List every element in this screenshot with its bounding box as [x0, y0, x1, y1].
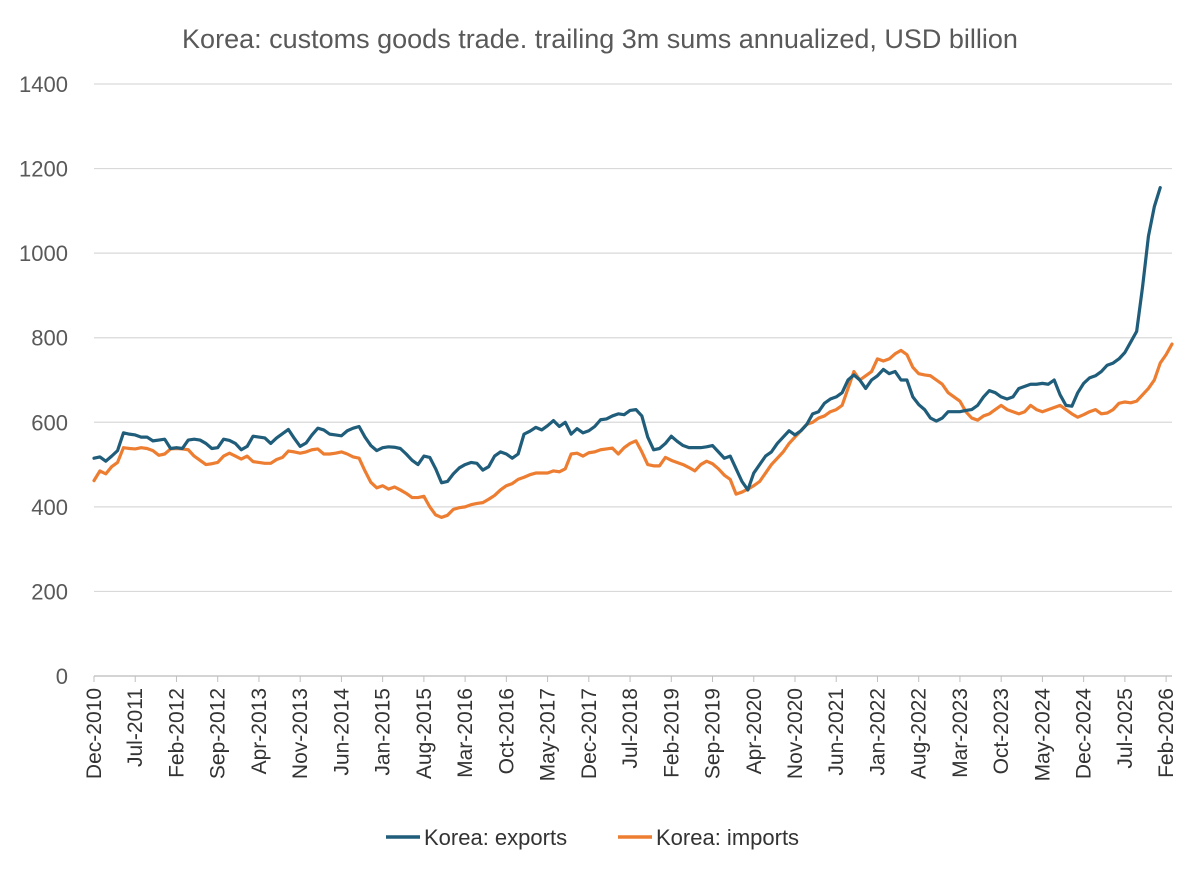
- y-tick-label: 800: [31, 326, 68, 351]
- x-tick-label: Jun-2021: [825, 688, 848, 776]
- x-tick-label: Dec-2017: [578, 688, 601, 779]
- legend: Korea: exports Korea: imports: [386, 825, 799, 850]
- x-tick-label: Aug-2015: [413, 688, 436, 779]
- y-tick-label: 1000: [19, 241, 68, 266]
- x-tick-label: Mar-2016: [454, 688, 477, 778]
- y-axis: 0 200 400 600 800 1000 1200 1400: [19, 72, 68, 689]
- x-tick-label: Nov-2020: [784, 688, 807, 779]
- y-tick-label: 600: [31, 410, 68, 435]
- x-tick-label: Feb-2026: [1155, 688, 1178, 778]
- x-tick-label: May-2017: [537, 688, 560, 781]
- chart-title: Korea: customs goods trade. trailing 3m …: [182, 24, 1018, 54]
- legend-label: Korea: exports: [424, 825, 567, 850]
- x-tick-label: Nov-2013: [289, 688, 312, 779]
- series-line-imports: [92, 342, 1174, 520]
- x-tick-label: Sep-2012: [207, 688, 230, 779]
- x-tick-label: Feb-2012: [165, 688, 188, 778]
- x-tick-label: Jun-2014: [330, 688, 353, 776]
- x-tick-label: Oct-2016: [495, 688, 518, 774]
- x-tick-label: Dec-2010: [83, 688, 106, 779]
- x-tick-label: Aug-2022: [908, 688, 931, 779]
- series-lines: [92, 186, 1174, 520]
- x-tick-label: Jul-2025: [1114, 688, 1137, 769]
- x-tick-label: Oct-2023: [990, 688, 1013, 774]
- x-tick-label: Dec-2024: [1073, 688, 1096, 779]
- x-tick-label: Sep-2019: [702, 688, 725, 779]
- y-tick-label: 1400: [19, 72, 68, 97]
- legend-label: Korea: imports: [656, 825, 799, 850]
- x-tick-label: Jan-2022: [866, 688, 889, 776]
- x-tick-label: Apr-2013: [248, 688, 271, 774]
- y-tick-label: 400: [31, 495, 68, 520]
- x-tick-label: May-2024: [1031, 688, 1054, 782]
- x-tick-label: Jul-2018: [619, 688, 642, 769]
- y-tick-label: 200: [31, 579, 68, 604]
- x-tick-label: Apr-2020: [743, 688, 766, 774]
- x-tick-label: Feb-2019: [660, 688, 683, 778]
- x-tick-label: Jan-2015: [372, 688, 395, 776]
- x-tick-label: Jul-2011: [124, 688, 147, 767]
- x-tick-label: Mar-2023: [949, 688, 972, 778]
- y-tick-label: 1200: [19, 157, 68, 182]
- x-axis: Dec-2010 Jul-2011 Feb-2012 Sep-2012 Apr-2013…: [83, 675, 1178, 782]
- y-tick-label: 0: [56, 664, 68, 689]
- series-line-exports: [92, 186, 1162, 492]
